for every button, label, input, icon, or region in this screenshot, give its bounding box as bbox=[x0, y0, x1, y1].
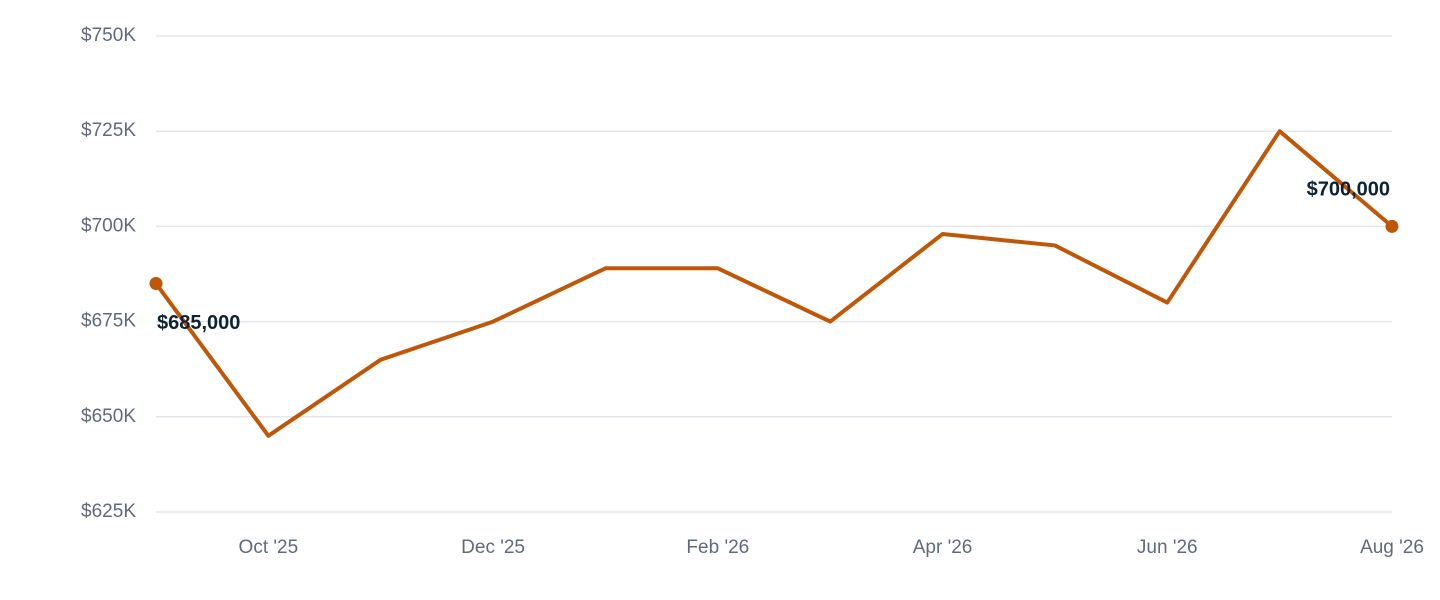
point-marker bbox=[149, 277, 163, 291]
y-tick-label: $700K bbox=[81, 215, 136, 236]
x-tick-label: Apr '26 bbox=[913, 537, 973, 558]
x-tick-label: Dec '25 bbox=[461, 537, 525, 558]
point-marker bbox=[1385, 219, 1399, 233]
x-tick-label: Jun '26 bbox=[1137, 537, 1198, 558]
x-tick-label: Oct '25 bbox=[239, 537, 299, 558]
y-tick-label: $725K bbox=[81, 120, 136, 141]
line bbox=[154, 129, 1394, 438]
value-label: $700,000 bbox=[1307, 179, 1390, 201]
y-tick-label: $675K bbox=[81, 311, 136, 332]
y-tick-label: $750K bbox=[81, 25, 136, 46]
x-tick-label: Aug '26 bbox=[1360, 537, 1424, 558]
x-tick-label: Feb '26 bbox=[686, 537, 749, 558]
y-tick-label: $625K bbox=[81, 501, 136, 522]
value-label: $685,000 bbox=[157, 312, 240, 334]
y-tick-label: $650K bbox=[81, 406, 136, 427]
